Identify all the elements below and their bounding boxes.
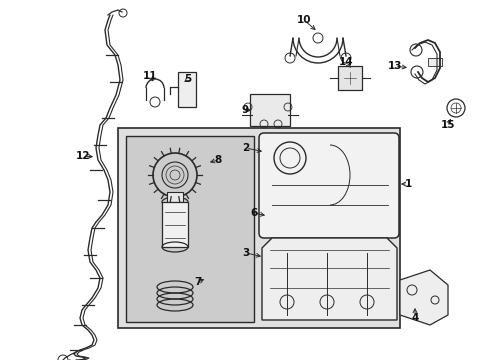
Text: 4: 4: [410, 313, 418, 323]
Bar: [162, 202, 187, 247]
Text: 8: 8: [214, 155, 221, 165]
Text: 11: 11: [142, 71, 157, 81]
Bar: [126, 136, 253, 322]
FancyBboxPatch shape: [259, 133, 398, 238]
Text: 13: 13: [387, 61, 402, 71]
Bar: [178, 72, 196, 107]
Text: 14: 14: [338, 57, 353, 67]
FancyBboxPatch shape: [249, 94, 289, 126]
Bar: [427, 58, 441, 66]
Polygon shape: [262, 238, 396, 320]
Text: 5: 5: [184, 74, 191, 84]
Bar: [167, 192, 183, 202]
Polygon shape: [399, 270, 447, 325]
Text: 12: 12: [76, 151, 90, 161]
Bar: [118, 128, 399, 328]
Bar: [337, 66, 361, 90]
Text: 15: 15: [440, 120, 454, 130]
Text: 1: 1: [404, 179, 411, 189]
Text: 9: 9: [241, 105, 248, 115]
Text: 10: 10: [296, 15, 311, 25]
Text: 6: 6: [250, 208, 257, 218]
Text: 2: 2: [242, 143, 249, 153]
Text: 7: 7: [194, 277, 201, 287]
Text: 3: 3: [242, 248, 249, 258]
